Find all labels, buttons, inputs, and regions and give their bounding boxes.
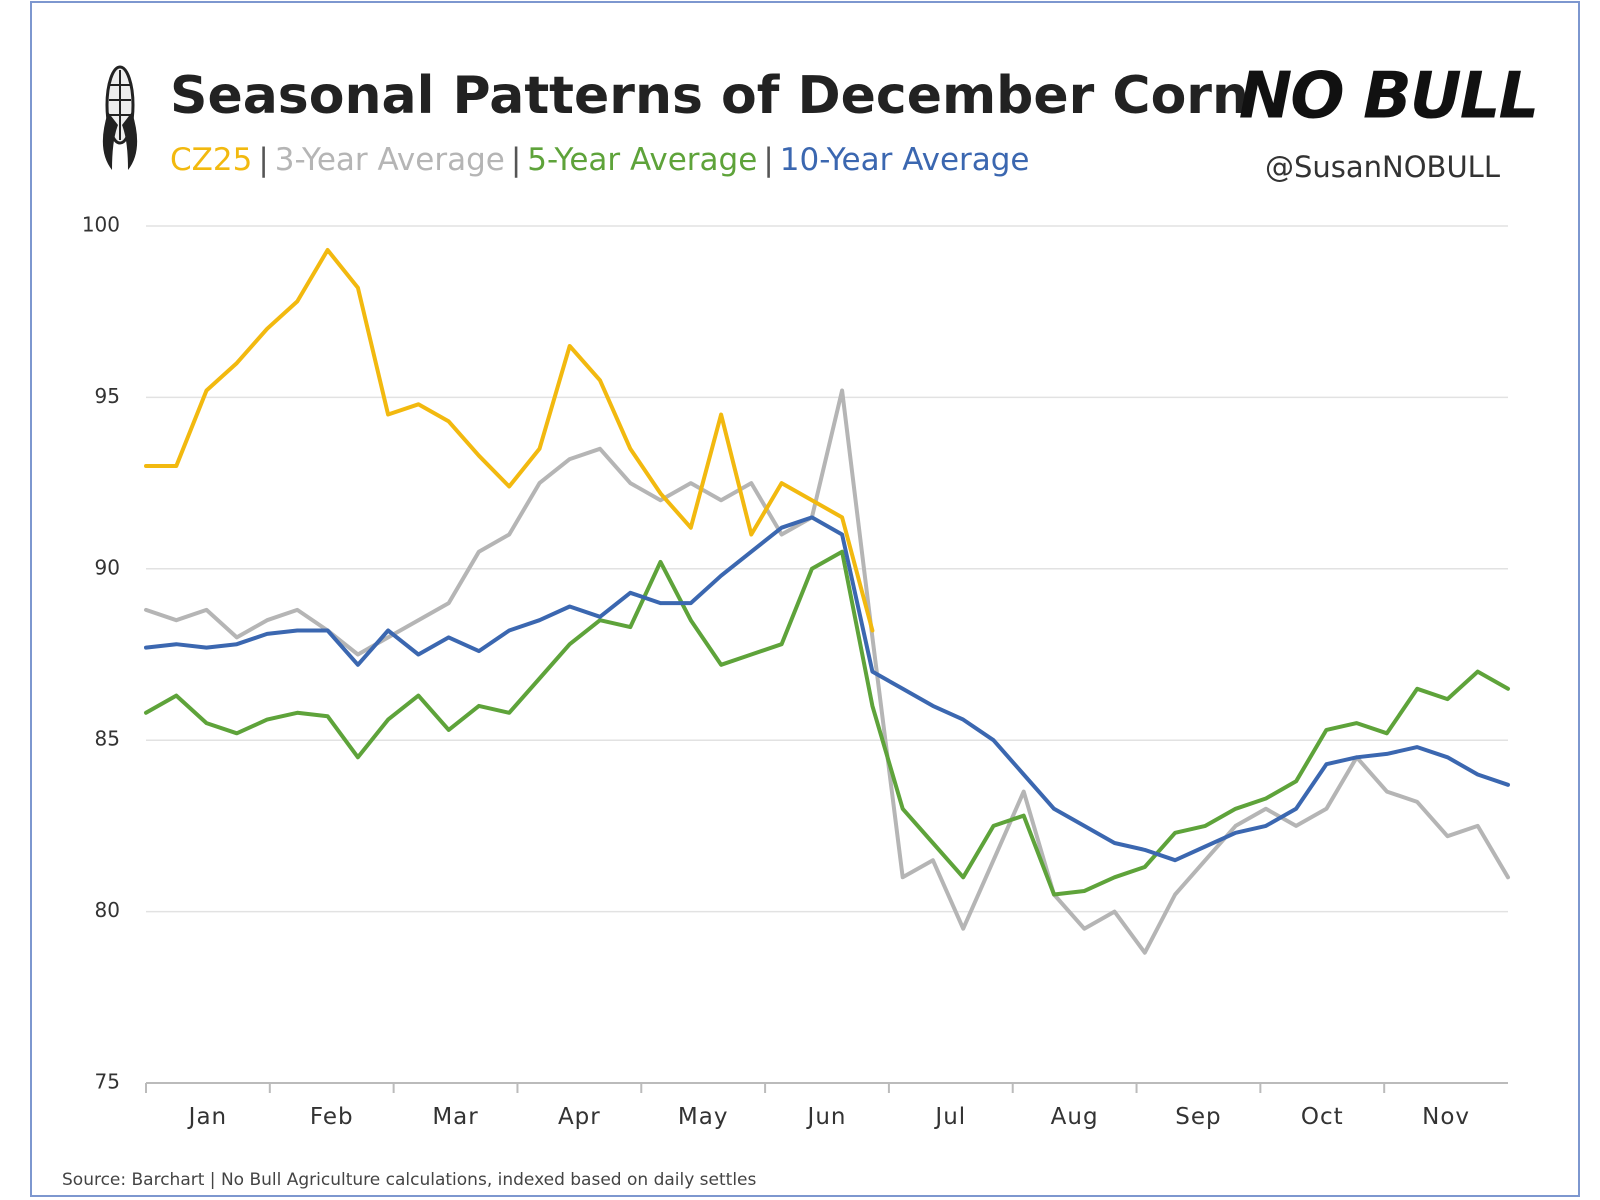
legend-entry: 3-Year Average: [275, 142, 505, 178]
y-tick-label: 95: [95, 384, 120, 408]
series-line: [144, 248, 875, 633]
x-tick-label: Nov: [1422, 1104, 1470, 1130]
x-tick-label: Apr: [558, 1104, 601, 1130]
x-tick-label: Mar: [432, 1104, 478, 1130]
series-line: [144, 549, 1510, 897]
y-tick-label: 75: [95, 1070, 120, 1094]
y-tick-label: 100: [82, 213, 120, 237]
x-tick-label: Oct: [1301, 1104, 1344, 1130]
legend-entry: 10-Year Average: [780, 142, 1030, 178]
y-tick-label: 85: [95, 727, 120, 751]
y-tick-label: 90: [95, 555, 120, 579]
legend: CZ25 | 3-Year Average | 5-Year Average | 10-Ye…: [170, 142, 1030, 178]
legend-separator: |: [511, 142, 521, 178]
legend-entry: CZ25: [170, 142, 252, 178]
y-tick-label: 80: [95, 898, 120, 922]
brand-logo: NO BULL: [1239, 60, 1538, 134]
x-tick-label: Jul: [933, 1104, 966, 1130]
source-note: Source: Barchart | No Bull Agriculture c…: [62, 1170, 757, 1190]
x-tick-label: Jan: [187, 1104, 227, 1130]
x-tick-label: Feb: [310, 1104, 354, 1130]
x-tick-label: Aug: [1051, 1104, 1099, 1130]
legend-entry: 5-Year Average: [527, 142, 757, 178]
x-tick-label: May: [678, 1104, 729, 1130]
chart-title: Seasonal Patterns of December Corn: [170, 66, 1249, 126]
series-line: [144, 515, 1510, 863]
corn-icon: [102, 65, 138, 170]
handle: @SusanNOBULL: [1265, 150, 1500, 184]
legend-separator: |: [258, 142, 268, 178]
x-tick-label: Jun: [806, 1104, 847, 1130]
legend-separator: |: [763, 142, 773, 178]
x-tick-label: Sep: [1175, 1104, 1221, 1130]
frame: [30, 1, 1580, 1197]
